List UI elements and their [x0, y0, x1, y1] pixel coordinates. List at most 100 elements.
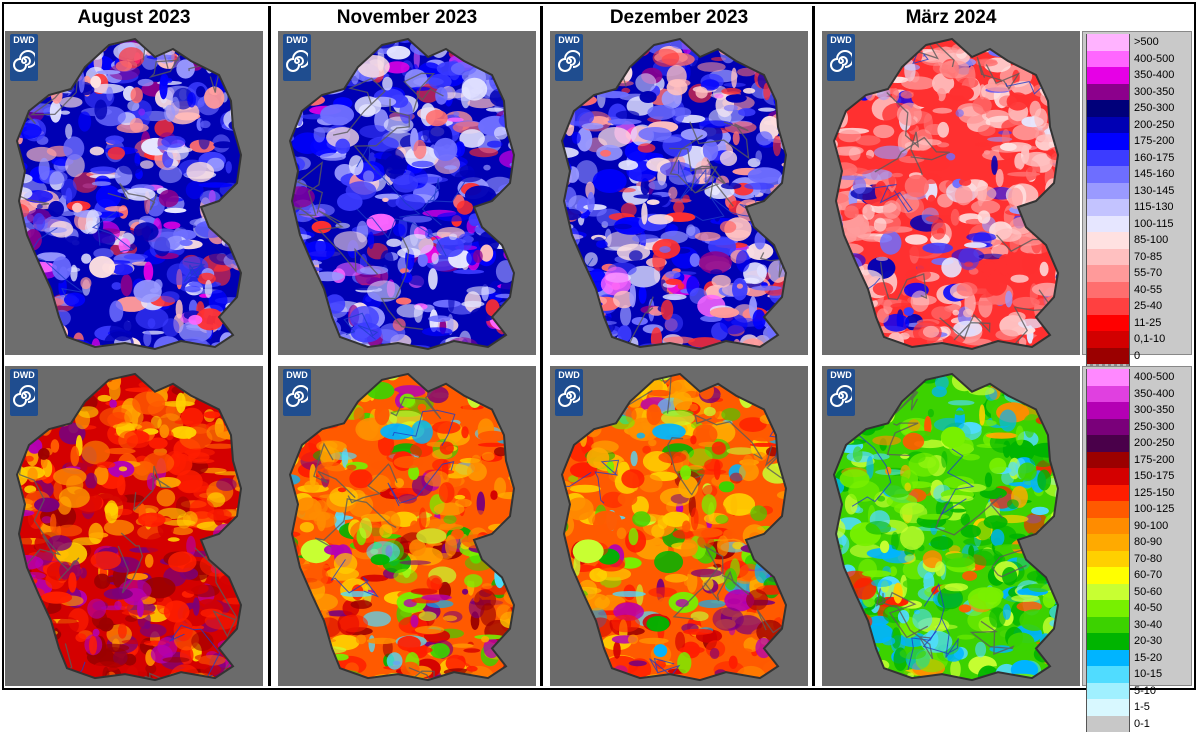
- map-precip-percent-august-2023: DWD: [5, 31, 263, 355]
- legend-swatch: [1086, 183, 1130, 200]
- legend-entry: >500: [1083, 34, 1191, 51]
- legend-entry: 250-300: [1083, 419, 1191, 436]
- legend-entry: 60-70: [1083, 567, 1191, 584]
- legend-swatch: [1086, 699, 1130, 716]
- legend-label: 300-350: [1134, 84, 1174, 101]
- legend-label: 125-150: [1134, 485, 1174, 502]
- dwd-logo: DWD: [283, 369, 311, 416]
- legend-entry: 0-1: [1083, 716, 1191, 732]
- legend-label: 400-500: [1134, 51, 1174, 68]
- legend-entry: 160-175: [1083, 150, 1191, 167]
- panel-title-august-2023: August 2023: [5, 6, 263, 30]
- legend-swatch: [1086, 386, 1130, 403]
- legend-swatch: [1086, 100, 1130, 117]
- legend-label: 100-115: [1134, 216, 1174, 233]
- legend-label: 10-15: [1134, 666, 1162, 683]
- legend-swatch: [1086, 551, 1130, 568]
- legend-swatch: [1086, 402, 1130, 419]
- legend-label: 15-20: [1134, 650, 1162, 667]
- legend-label: 90-100: [1134, 518, 1168, 535]
- legend-entry: 145-160: [1083, 166, 1191, 183]
- map-raster: [550, 366, 808, 686]
- dwd-logo: DWD: [827, 34, 855, 81]
- legend-label: 130-145: [1134, 183, 1174, 200]
- legend-entry: 85-100: [1083, 232, 1191, 249]
- legend-label: 200-250: [1134, 435, 1174, 452]
- legend-label: 250-300: [1134, 419, 1174, 436]
- legend-entry: 115-130: [1083, 199, 1191, 216]
- legend-entry: 175-200: [1083, 452, 1191, 469]
- legend-swatch: [1086, 133, 1130, 150]
- legend-label: >500: [1134, 34, 1159, 51]
- panel-title-dezember-2023: Dezember 2023: [550, 6, 808, 30]
- dwd-logo: DWD: [555, 369, 583, 416]
- legend-entry: 5-10: [1083, 683, 1191, 700]
- legend-label: 175-200: [1134, 133, 1174, 150]
- map-precip-abs-dezember-2023: DWD: [550, 366, 808, 686]
- legend-label: 0-1: [1134, 716, 1150, 732]
- legend-swatch: [1086, 666, 1130, 683]
- map-precip-abs-august-2023: DWD: [5, 366, 263, 686]
- legend-entry: 100-125: [1083, 501, 1191, 518]
- legend-label: 100-125: [1134, 501, 1174, 518]
- legend-swatch: [1086, 331, 1130, 348]
- legend-label: 0,1-10: [1134, 331, 1165, 348]
- legend-swatch: [1086, 501, 1130, 518]
- map-precip-percent-maerz-2024: DWD: [822, 31, 1080, 355]
- legend-entry: 20-30: [1083, 633, 1191, 650]
- legend-entry: 400-500: [1083, 51, 1191, 68]
- legend-label: 5-10: [1134, 683, 1156, 700]
- legend-label: 1-5: [1134, 699, 1150, 716]
- legend-swatch: [1086, 369, 1130, 386]
- legend-entry: 15-20: [1083, 650, 1191, 667]
- legend-entry: 50-60: [1083, 584, 1191, 601]
- legend-entry: 350-400: [1083, 386, 1191, 403]
- legend-label: 30-40: [1134, 617, 1162, 634]
- legend-swatch: [1086, 348, 1130, 365]
- dwd-logo: DWD: [555, 34, 583, 81]
- map-raster: [822, 366, 1080, 686]
- legend-swatch: [1086, 150, 1130, 167]
- legend-label: 80-90: [1134, 534, 1162, 551]
- map-precip-percent-dezember-2023: DWD: [550, 31, 808, 355]
- legend-label: 0: [1134, 348, 1140, 365]
- legend-entry: 40-50: [1083, 600, 1191, 617]
- dwd-logo: DWD: [283, 34, 311, 81]
- legend-label: 70-85: [1134, 249, 1162, 266]
- legend-swatch: [1086, 534, 1130, 551]
- legend-entry: 40-55: [1083, 282, 1191, 299]
- legend-entry: 55-70: [1083, 265, 1191, 282]
- map-raster: [5, 31, 263, 355]
- legend-swatch: [1086, 633, 1130, 650]
- dwd-logo: DWD: [827, 369, 855, 416]
- legend-label: 11-25: [1134, 315, 1161, 332]
- legend-swatch: [1086, 716, 1130, 732]
- legend-label: 40-50: [1134, 600, 1162, 617]
- legend-entry: 130-145: [1083, 183, 1191, 200]
- legend-swatch: [1086, 265, 1130, 282]
- legend-label: 350-400: [1134, 386, 1174, 403]
- legend-swatch: [1086, 683, 1130, 700]
- column-separator: [540, 6, 543, 686]
- legend-entry: 250-300: [1083, 100, 1191, 117]
- legend-swatch: [1086, 485, 1130, 502]
- map-precip-abs-maerz-2024: DWD: [822, 366, 1080, 686]
- legend-swatch: [1086, 51, 1130, 68]
- column-separator: [812, 6, 815, 686]
- legend-entry: 400-500: [1083, 369, 1191, 386]
- map-raster: [278, 366, 536, 686]
- legend-swatch: [1086, 518, 1130, 535]
- legend-label: 250-300: [1134, 100, 1174, 117]
- legend-label: 20-30: [1134, 633, 1162, 650]
- legend-swatch: [1086, 468, 1130, 485]
- legend-label: 400-500: [1134, 369, 1174, 386]
- legend-entry: 11-25: [1083, 315, 1191, 332]
- legend-swatch: [1086, 166, 1130, 183]
- legend-swatch: [1086, 435, 1130, 452]
- legend-swatch: [1086, 232, 1130, 249]
- legend-swatch: [1086, 298, 1130, 315]
- legend-label: 115-130: [1134, 199, 1174, 216]
- legend-swatch: [1086, 84, 1130, 101]
- legend-swatch: [1086, 567, 1130, 584]
